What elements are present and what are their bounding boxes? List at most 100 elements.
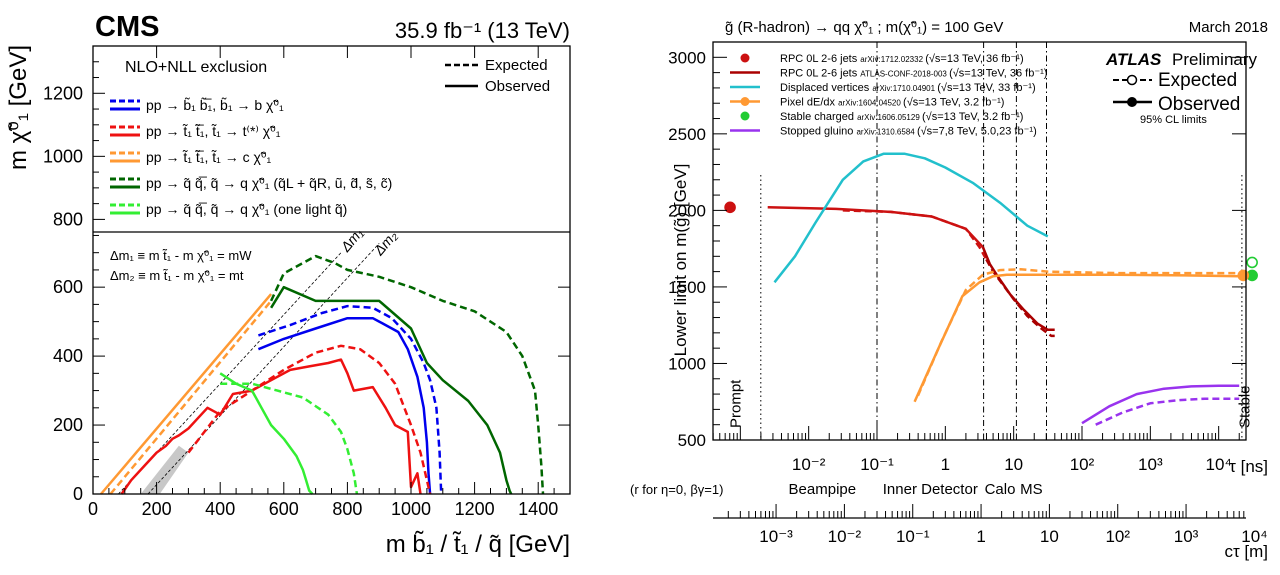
- atlas-ytick-label: 3000: [668, 48, 706, 67]
- atlas-legend-entry-ref: arXiv:1310.6584: [856, 128, 917, 137]
- atlas-region-note: (r for η=0, βγ=1): [630, 482, 723, 497]
- cms-ytick-label: 600: [53, 277, 83, 297]
- atlas-region-label-2: Calo: [985, 481, 1016, 498]
- atlas-curve-rpc-0l-prompt-exp: [842, 209, 988, 261]
- atlas-legend-entry-3: Pixel dE/dx arXiv:1604.04520 (√s=13 TeV,…: [780, 97, 1004, 109]
- atlas-legend-entry-name: RPC 0L 2-6 jets: [780, 53, 860, 65]
- atlas-legend-entry-2: Displaced vertices arXiv:1710.04901 (√s=…: [780, 82, 1036, 94]
- atlas-tau-tick-label: 1: [941, 455, 950, 474]
- atlas-title: g̃ (R-hadron) → qq χ̃⁰₁ ; m(χ̃⁰₁) = 100 …: [725, 19, 1003, 36]
- cms-legend-entry-3: pp → q̃ q̃̅, q̃ → q χ̃⁰₁ (q̃L + q̃R, ũ, …: [146, 175, 392, 191]
- atlas-legend-entry-info: (√s=7,8 TeV, 5.0,23 fb⁻¹): [917, 126, 1037, 138]
- dm1-line-label: Δm₁: [337, 224, 367, 255]
- cms-contour-sbottom-exp: [258, 304, 443, 495]
- cms-contour-stop_t-exp: [187, 344, 432, 495]
- atlas-ctau-tick-label: 10⁻²: [828, 527, 862, 546]
- atlas-ytick-label: 1500: [668, 278, 706, 297]
- atlas-legend-expected-marker: [1126, 74, 1138, 86]
- cms-ytick-label-top: 800: [53, 209, 83, 229]
- cms-xtick-label: 1000: [391, 499, 431, 519]
- cms-legend-entry-0: pp → b̃₁ b̃̅₁, b̃₁ → b χ̃⁰₁: [146, 97, 284, 113]
- atlas-legend-observed-label: Observed: [1158, 94, 1240, 115]
- cms-contour-stop_t-obs: [120, 358, 422, 495]
- atlas-ctau-axis-label: cτ [m]: [1224, 542, 1268, 561]
- atlas-ytick-label: 2500: [668, 125, 706, 144]
- atlas-curve-rpc-0l-displaced-exp: [985, 258, 1055, 338]
- atlas-curve-displaced-vertices-obs: [773, 152, 1049, 284]
- atlas-legend-expected-label: Expected: [1158, 70, 1237, 91]
- atlas-tau-tick-label: 10³: [1138, 455, 1163, 474]
- atlas-legend-entry-ref: arXiv:1710.04901: [872, 84, 937, 93]
- atlas-date: March 2018: [1189, 19, 1268, 36]
- atlas-cl-note: 95% CL limits: [1140, 114, 1207, 126]
- atlas-ctau-tick-label: 10: [1040, 527, 1059, 546]
- excluded-gray-band: [140, 445, 189, 494]
- atlas-tau-axis-label: τ [ns]: [1229, 457, 1268, 476]
- cms-xtick-label: 1200: [455, 499, 495, 519]
- atlas-brand-suffix: Preliminary: [1172, 50, 1258, 69]
- atlas-region-label-0: Beampipe: [789, 481, 857, 498]
- atlas-brand: ATLAS: [1105, 50, 1162, 69]
- dm2-reference-line: [147, 243, 380, 495]
- cms-dm2-definition: Δm₂ ≡ m t̃₁ - m χ̃⁰₁ = mt: [110, 268, 244, 283]
- atlas-ytick-label: 500: [678, 431, 706, 450]
- cms-contour-squark8-exp: [269, 254, 545, 495]
- atlas-curve-rpc-0l-prompt-obs: [767, 206, 984, 248]
- cms-contour-squark8-obs: [270, 285, 513, 495]
- cms-contour-squark1-exp: [220, 382, 359, 495]
- atlas-ytick-label: 2000: [668, 201, 706, 220]
- atlas-legend-entry-5: Stopped gluino arXiv:1310.6584 (√s=7,8 T…: [780, 126, 1037, 138]
- atlas-tau-tick-label: 10: [1004, 455, 1023, 474]
- atlas-stable-label: Stable: [1236, 385, 1253, 428]
- cms-legend-entry-1: pp → t̃₁ t̃̅₁, t̃₁ → t⁽*⁾ χ̃⁰₁: [146, 123, 281, 139]
- cms-contour-sbottom-obs: [257, 316, 432, 495]
- atlas-legend-entry-name: RPC 0L 2-6 jets: [780, 68, 860, 80]
- atlas-legend-entry-ref: arXiv:1606.05129: [857, 113, 922, 122]
- cms-x-axis-label: m b̃₁ / t̃₁ / q̃ [GeV]: [386, 531, 570, 558]
- atlas-legend-entry-info: (√s=13 TeV, 36 fb⁻¹): [949, 68, 1047, 80]
- atlas-tau-tick-label: 10⁴: [1206, 455, 1232, 474]
- atlas-legend-entry-ref: arXiv:1604.04520: [838, 99, 903, 108]
- atlas-point-rpc-0l-prompt: [724, 201, 736, 214]
- atlas-region-label-1: Inner Detector: [883, 481, 978, 498]
- atlas-ctau-tick-label: 10³: [1174, 527, 1199, 546]
- cms-contour-stop_c-obs: [100, 293, 273, 495]
- atlas-legend-entry-info: (√s=13 TeV, 36 fb⁻¹): [925, 53, 1023, 65]
- cms-legend-expected-label: Expected: [485, 57, 548, 74]
- atlas-curve-pixel-de/dx-exp: [916, 268, 1240, 397]
- cms-brand-label: CMS: [95, 11, 159, 43]
- atlas-legend-entry-info: (√s=13 TeV, 3.2 fb⁻¹): [903, 97, 1004, 109]
- cms-xtick-label: 800: [332, 499, 362, 519]
- cms-ytick-label: 200: [53, 415, 83, 435]
- cms-dm1-definition: Δm₁ ≡ m t̃₁ - m χ̃⁰₁ = mW: [110, 248, 252, 263]
- atlas-curve-stopped-gluino-obs: [1081, 384, 1240, 425]
- atlas-legend-entry-name: Displaced vertices: [780, 82, 872, 94]
- cms-xtick-label: 400: [205, 499, 235, 519]
- cms-contour-stop_c-exp: [109, 300, 273, 495]
- cms-legend-entry-2: pp → t̃₁ t̃̅₁, t̃₁ → c χ̃⁰₁: [146, 149, 271, 165]
- cms-xtick-label: 0: [88, 499, 98, 519]
- atlas-ctau-tick-label: 1: [976, 527, 985, 546]
- atlas-legend-entry-name: Stable charged: [780, 111, 857, 123]
- cms-contour-squark1-obs: [219, 372, 314, 495]
- atlas-curve-rpc-0l-displaced-obs: [981, 246, 1055, 332]
- atlas-legend-entry-0: RPC 0L 2-6 jets arXiv:1712.02332 (√s=13 …: [780, 53, 1024, 65]
- atlas-curve-stopped-gluino-exp: [1095, 397, 1240, 426]
- cms-legend-header: NLO+NLL exclusion: [125, 59, 267, 76]
- atlas-legend-observed-marker: [1127, 97, 1137, 107]
- atlas-legend-entry-1: RPC 0L 2-6 jets ATLAS-CONF-2018-003 (√s=…: [780, 68, 1047, 80]
- cms-xtick-label: 200: [142, 499, 172, 519]
- atlas-tau-tick-label: 10⁻¹: [860, 455, 894, 474]
- atlas-legend-dot-0: [740, 53, 750, 63]
- cms-ytick-label: 400: [53, 346, 83, 366]
- atlas-legend-entry-name: Stopped gluino: [780, 126, 856, 138]
- atlas-legend-entry-name: Pixel dE/dx: [780, 97, 838, 109]
- atlas-ctau-tick-label: 10⁻¹: [896, 527, 930, 546]
- cms-ytick-label: 0: [73, 484, 83, 504]
- atlas-ctau-tick-label: 10²: [1105, 527, 1130, 546]
- cms-ytick-label-top: 1000: [43, 146, 83, 166]
- atlas-legend-entry-ref: arXiv:1712.02332: [860, 55, 925, 64]
- atlas-legend-entry-4: Stable charged arXiv:1606.05129 (√s=13 T…: [780, 111, 1023, 123]
- atlas-region-label-3: MS: [1020, 481, 1043, 498]
